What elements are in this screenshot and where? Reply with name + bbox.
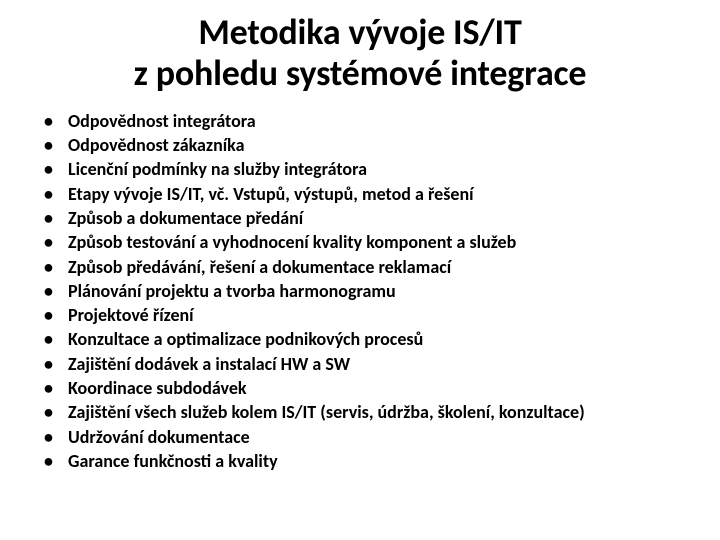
list-item: Plánování projektu a tvorba harmonogramu — [68, 279, 692, 303]
list-item: Způsob předávání, řešení a dokumentace r… — [68, 255, 692, 279]
title-line-1: Metodika vývoje IS/IT — [198, 10, 521, 54]
list-item: Udržování dokumentace — [68, 425, 692, 449]
list-item: Licenční podmínky na služby integrátora — [68, 157, 692, 181]
list-item: Odpovědnost integrátora — [68, 109, 692, 133]
list-item: Konzultace a optimalizace podnikových pr… — [68, 327, 692, 351]
slide-title: Metodika vývoje IS/IT z pohledu systémov… — [28, 12, 692, 95]
list-item: Odpovědnost zákazníka — [68, 133, 692, 157]
title-line-2: z pohledu systémové integrace — [134, 51, 587, 95]
bullet-list: Odpovědnost integrátora Odpovědnost záka… — [28, 109, 692, 473]
list-item: Koordinace subdodávek — [68, 376, 692, 400]
list-item: Garance funkčnosti a kvality — [68, 449, 692, 473]
list-item: Způsob a dokumentace předání — [68, 206, 692, 230]
list-item: Zajištění dodávek a instalací HW a SW — [68, 352, 692, 376]
list-item: Zajištění všech služeb kolem IS/IT (serv… — [68, 400, 692, 424]
slide: Metodika vývoje IS/IT z pohledu systémov… — [0, 0, 720, 540]
list-item: Způsob testování a vyhodnocení kvality k… — [68, 230, 692, 254]
list-item: Projektové řízení — [68, 303, 692, 327]
list-item: Etapy vývoje IS/IT, vč. Vstupů, výstupů,… — [68, 182, 692, 206]
